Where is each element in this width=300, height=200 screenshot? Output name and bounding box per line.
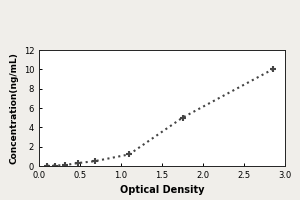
Y-axis label: Concentration(ng/mL): Concentration(ng/mL) [9, 52, 18, 164]
X-axis label: Optical Density: Optical Density [120, 185, 204, 195]
